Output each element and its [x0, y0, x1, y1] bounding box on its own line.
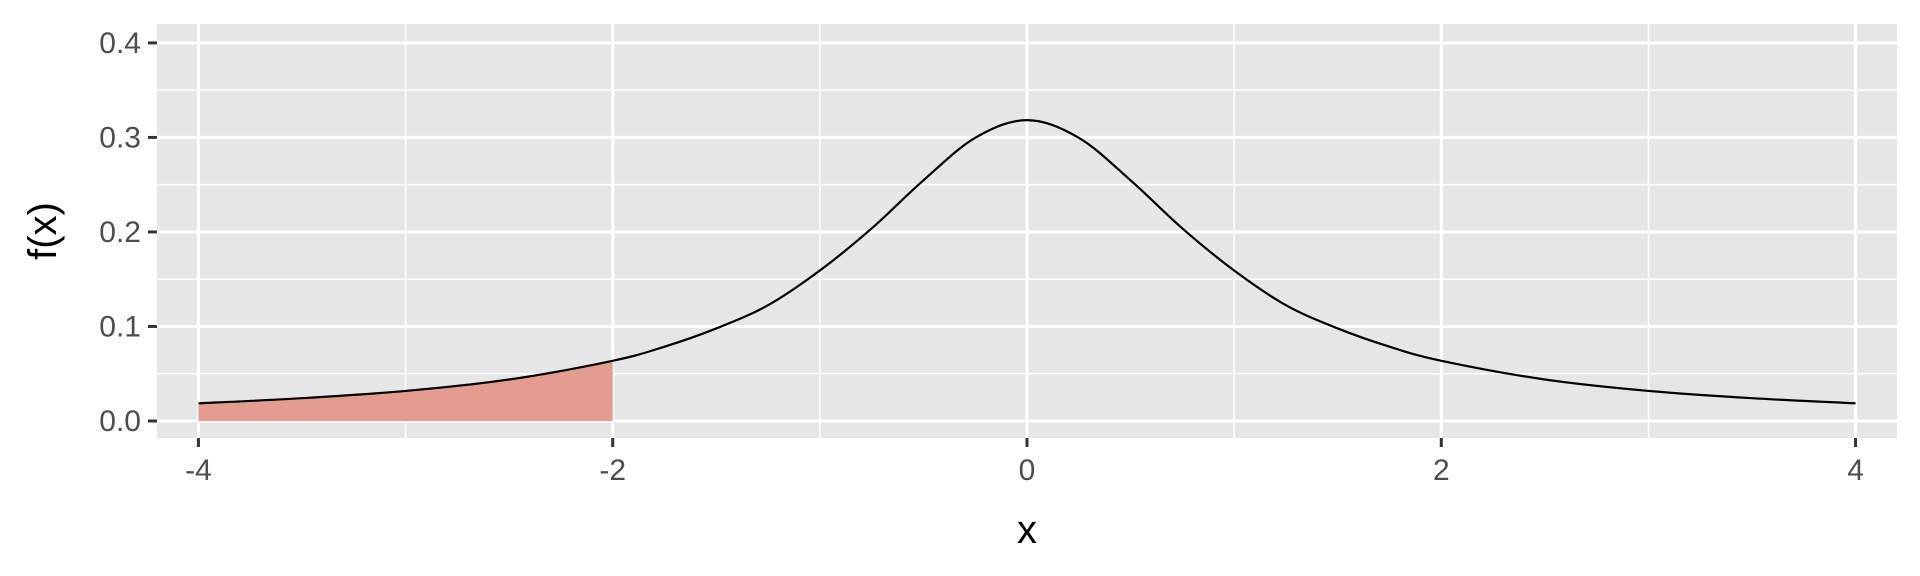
x-axis-title: x: [1017, 508, 1037, 552]
y-tick-label: 0.2: [99, 216, 141, 249]
series-lines: [198, 119, 1856, 405]
x-axis-ticks: -4 -2 0 2 4: [185, 438, 1864, 487]
y-axis-title: f(x): [21, 202, 65, 260]
x-tick-label: -2: [599, 454, 626, 487]
density-curve-line: [198, 119, 1856, 405]
x-tick-label: -4: [185, 454, 212, 487]
y-tick-label: 0.3: [99, 121, 141, 154]
y-axis-ticks: 0.0 0.1 0.2 0.3 0.4: [99, 27, 157, 438]
y-tick-label: 0.1: [99, 310, 141, 343]
x-tick-label: 4: [1847, 454, 1864, 487]
shaded-area-1: [198, 360, 613, 421]
shaded-areas: [198, 360, 613, 421]
y-tick-label: 0.0: [99, 405, 141, 438]
x-tick-label: 0: [1019, 454, 1036, 487]
y-tick-label: 0.4: [99, 27, 141, 60]
x-tick-label: 2: [1433, 454, 1450, 487]
